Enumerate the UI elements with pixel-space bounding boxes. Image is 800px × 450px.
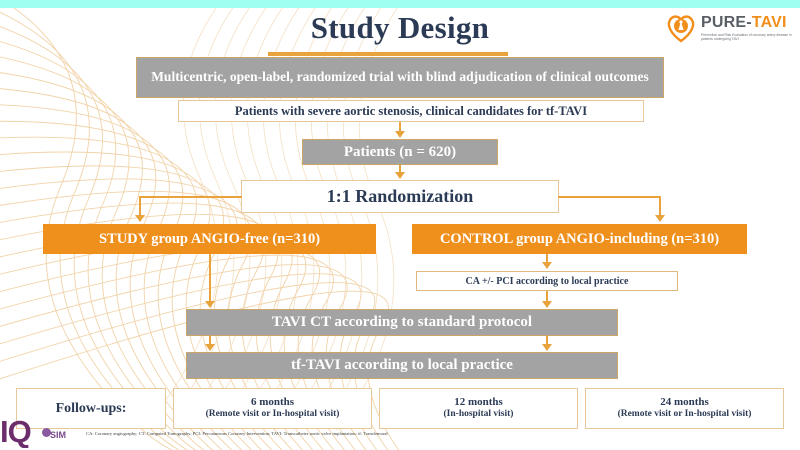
arrowhead-study-to-tavict [205,301,215,308]
connector-randomization-right [558,196,660,198]
pure-tavi-logo: PURE-TAVI Preventive and Risk Evaluation… [666,8,794,48]
followup-24-months: 24 months (Remote visit or In-hospital v… [585,388,784,429]
followup-24-months-title: 24 months [660,396,709,409]
box-study-group: STUDY group ANGIO-free (n=310) [43,224,376,254]
followup-12-months-sub: (In-hospital visit) [443,409,514,420]
top-accent-bar [0,0,800,8]
connector-capci-to-tavict [546,291,548,302]
logo-word-sep: - [746,13,752,31]
box-control-group: CONTROL group ANGIO-including (n=310) [412,224,747,254]
box-patients-count: Patients (n = 620) [302,139,498,165]
title-underline [268,52,508,56]
box-randomization: 1:1 Randomization [241,180,559,213]
box-multicentric-trial: Multicentric, open-label, randomized tri… [136,57,664,98]
followup-12-months-title: 12 months [454,396,503,409]
connector-tavict-to-tftavi-right [546,336,548,345]
logo-subtitle: Preventive and Risk Evaluation of corona… [701,32,792,41]
connector-control-to-capci [546,254,548,263]
arrowhead-tavict-to-tftavi-left [205,344,215,351]
box-ca-pci: CA +/- PCI according to local practice [416,271,678,291]
corner-logo-sim: SIM [50,430,67,440]
followup-24-months-sub: (Remote visit or In-hospital visit) [617,409,752,420]
corner-logo-word: IQ [2,418,32,448]
connector-study-to-tavict [209,254,211,302]
connector-randomization-left [139,196,242,198]
followup-6-months: 6 months (Remote visit or In-hospital vi… [173,388,372,429]
connector-right-down [659,196,661,216]
box-tavi-ct: TAVI CT according to standard protocol [186,309,618,336]
title-area: Study Design [0,8,800,56]
corner-logo-dot [42,428,51,437]
logo-text-block: PURE-TAVI Preventive and Risk Evaluation… [701,13,793,42]
page-title: Study Design [310,10,490,45]
arrowhead-control-to-capci [542,262,552,269]
followups-row: Follow-ups: 6 months (Remote visit or In… [16,388,784,429]
followup-6-months-title: 6 months [250,396,295,409]
box-eligible-patients: Patients with severe aortic stenosis, cl… [178,100,644,122]
followups-label: Follow-ups: [16,388,166,429]
arrowhead-to-control-group [655,215,665,222]
logo-wordmark: PURE-TAVI [701,13,793,31]
followup-12-months: 12 months (In-hospital visit) [379,388,578,429]
connector-eligible-to-patients [399,122,401,132]
iqvim-corner-logo: IQ SIM [2,418,80,448]
abbreviations-footnote: CA: Coronary angiography; CT: Computed T… [86,431,388,436]
arrowhead-capci-to-tavict [542,301,552,308]
followup-6-months-sub: (Remote visit or In-hospital visit) [205,409,340,420]
arrowhead-to-study-group [135,215,145,222]
connector-left-down [139,196,141,216]
heart-valve-icon [666,13,696,43]
connector-patients-to-randomization [399,165,401,173]
arrowhead-patients-to-randomization [395,172,405,179]
box-tf-tavi: tf-TAVI according to local practice [186,352,618,379]
logo-word-pure: PURE [701,13,747,31]
arrowhead-tavict-to-tftavi-right [542,344,552,351]
logo-word-tavi: TAVI [751,13,787,31]
arrowhead-eligible-to-patients [395,131,405,138]
connector-tavict-to-tftavi-left [209,336,211,345]
